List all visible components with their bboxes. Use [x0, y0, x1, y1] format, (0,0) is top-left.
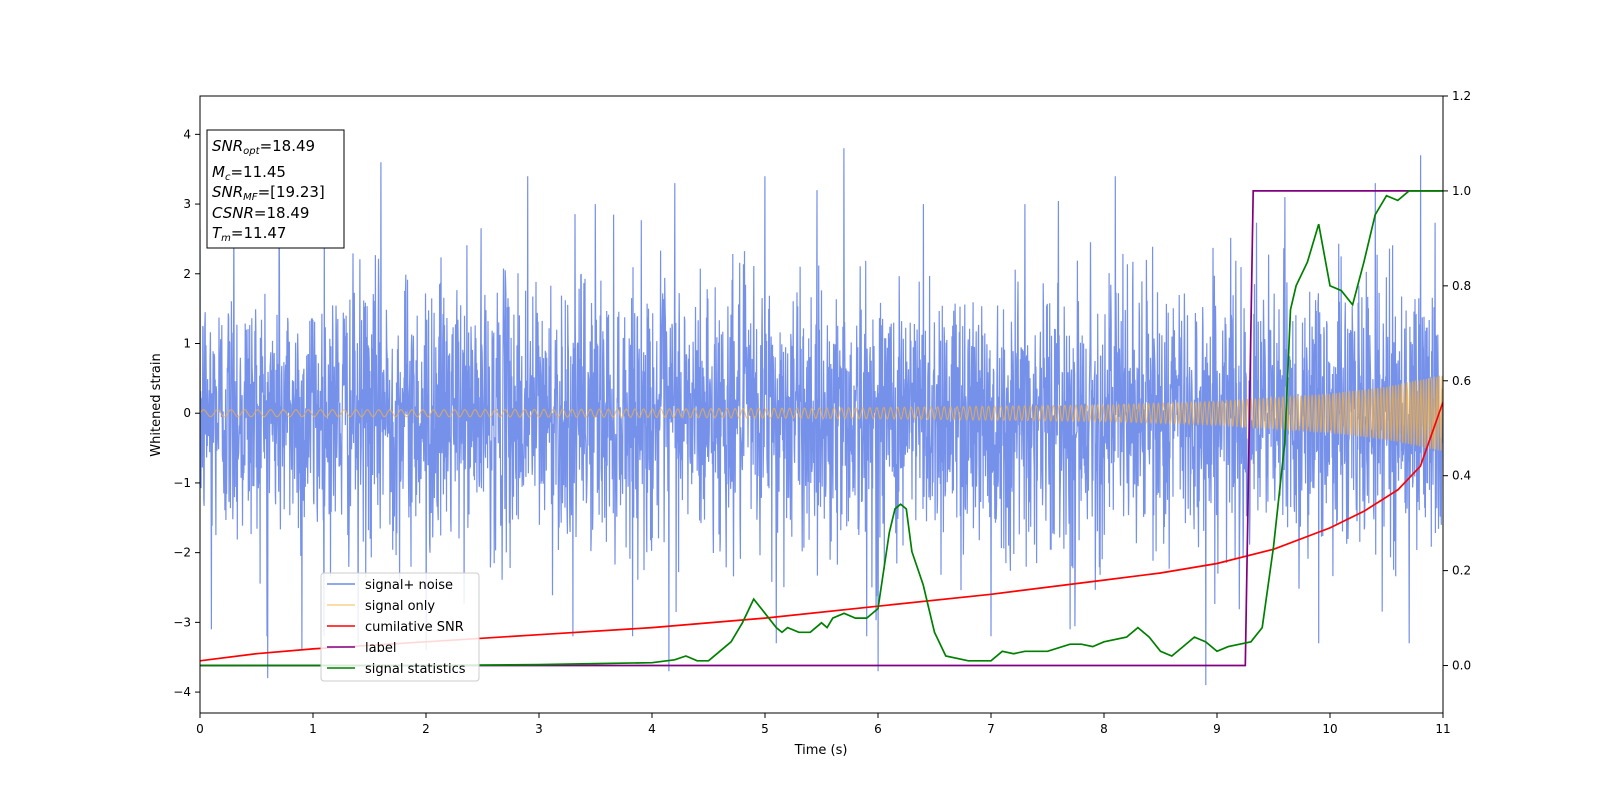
series-label-line	[200, 190, 1443, 667]
y-right-tick-label: 0.6	[1452, 374, 1471, 388]
x-tick-label: 4	[648, 722, 656, 736]
stats-tm: Tm=11.47	[212, 224, 286, 244]
x-tick-label: 7	[987, 722, 995, 736]
y-tick-label: 3	[183, 197, 191, 211]
stats-mc: Mc=11.45	[212, 163, 286, 183]
y-tick-label: −2	[173, 546, 191, 560]
x-tick-label: 2	[422, 722, 430, 736]
stats-box: SNRopt=18.49 Mc=11.45 SNRMF=[19.23] CSNR…	[206, 129, 345, 249]
series-signal-statistics-line	[200, 190, 1443, 667]
y-tick-label: 2	[183, 267, 191, 281]
legend: signal+ noise signal only cumilative SNR…	[320, 572, 480, 682]
legend-label-signal-statistics: signal statistics	[365, 662, 466, 677]
legend-label-label: label	[365, 641, 396, 656]
y-tick-label: 1	[183, 336, 191, 350]
y-tick-label: −4	[173, 685, 191, 699]
legend-label-cumulative-snr: cumilative SNR	[365, 620, 464, 635]
y-right-tick-label: 1.2	[1452, 89, 1471, 103]
y-tick-label: −1	[173, 476, 191, 490]
x-tick-label: 9	[1213, 722, 1221, 736]
y-right-tick-label: 0.2	[1452, 564, 1471, 578]
x-tick-label: 6	[874, 722, 882, 736]
x-tick-label: 1	[309, 722, 317, 736]
y-right-tick-label: 0.0	[1452, 659, 1471, 673]
plot-frame	[199, 95, 1444, 714]
legend-label-signal-only: signal only	[365, 599, 435, 614]
stats-box-frame	[206, 129, 345, 249]
y-right-tick-label: 0.8	[1452, 279, 1471, 293]
x-tick-label: 0	[196, 722, 204, 736]
y-tick-label: 4	[183, 127, 191, 141]
stats-snr-opt: SNRopt=18.49	[212, 137, 315, 157]
x-tick-label: 5	[761, 722, 769, 736]
x-tick-label: 3	[535, 722, 543, 736]
x-tick-label: 8	[1100, 722, 1108, 736]
x-tick-label: 11	[1435, 722, 1450, 736]
y-right-tick-label: 0.4	[1452, 469, 1471, 483]
series-signal-noise-line	[200, 148, 1443, 686]
y-tick-label: 0	[183, 406, 191, 420]
x-axis-label: Time (s)	[794, 743, 848, 758]
y-right-tick-label: 1.0	[1452, 184, 1471, 198]
ticks-layer: 0 1 2 3 4 5 6 7 8 9 10 11 −4 −3 −2 −1 0 1 2 3 4 0.0 0.2 0.4 0.6 0…	[173, 89, 1471, 736]
legend-frame	[320, 572, 480, 682]
x-tick-label: 10	[1322, 722, 1337, 736]
stats-snr-mf: SNRMF=[19.23]	[212, 183, 325, 203]
stats-csnr: CSNR=18.49	[212, 204, 309, 222]
legend-label-signal-noise: signal+ noise	[365, 578, 453, 593]
y-axis-label: Whitened strain	[149, 353, 164, 456]
y-tick-label: −3	[173, 615, 191, 629]
series-signal-only-line	[200, 375, 1443, 451]
